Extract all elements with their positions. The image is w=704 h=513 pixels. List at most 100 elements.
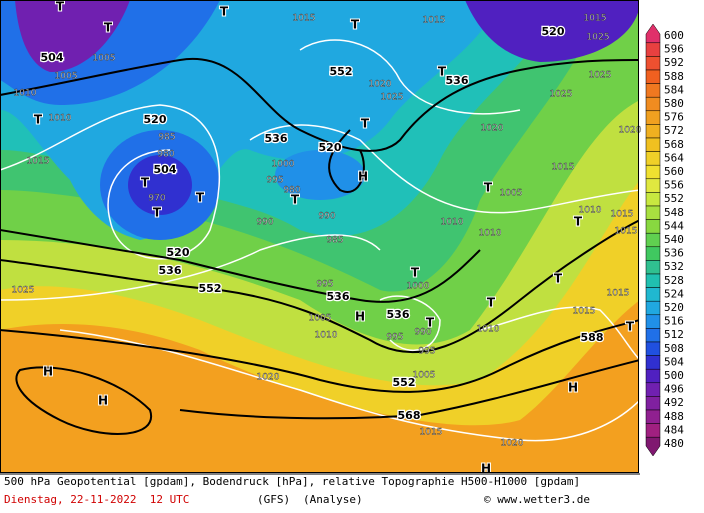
colorbar-swatch	[645, 96, 661, 112]
pressure-center: T	[56, 0, 65, 14]
colorbar-swatch	[645, 178, 661, 193]
pressure-center: T	[141, 176, 150, 190]
map: 1005 1005 1010 1010 1015 985 980 970 990 990 985 99…	[0, 0, 642, 477]
pressure-label: 1020	[257, 373, 280, 383]
colorbar-swatch	[645, 314, 661, 329]
pressure-label: 1025	[381, 93, 404, 103]
colorbar-label: 560	[664, 165, 684, 178]
pressure-center: T	[626, 320, 635, 334]
colorbar-label: 596	[664, 43, 684, 56]
pressure-center: T	[104, 21, 113, 35]
colorbar-label: 536	[664, 247, 684, 260]
pressure-label: 1005	[413, 371, 436, 381]
pressure-label: 995	[316, 280, 333, 290]
isobars	[1, 39, 638, 442]
colorbar-label: 520	[664, 301, 684, 314]
pressure-label: 980	[283, 186, 300, 196]
colorbar-label: 564	[664, 151, 684, 164]
colorbar-label: 584	[664, 83, 684, 96]
colorbar-swatch	[645, 192, 661, 207]
colorbar-label: 548	[664, 206, 684, 219]
colorbar-label: 540	[664, 233, 684, 246]
map-frame	[0, 0, 639, 473]
pressure-label: 1015	[573, 307, 596, 317]
pressure-center: T	[487, 296, 496, 310]
geopotential-label: 536	[265, 132, 288, 145]
colorbar-swatch	[645, 219, 661, 234]
pressure-label: 1005	[55, 72, 78, 82]
pressure-center: T	[554, 272, 563, 286]
colorbar-swatch	[645, 260, 661, 275]
pressure-center: T	[361, 117, 370, 131]
geopotential-label: 536	[159, 264, 182, 277]
colorbar-swatch	[645, 42, 661, 57]
pressure-center: T	[351, 18, 360, 32]
pressure-label: 990	[318, 212, 335, 222]
colorbar-swatch	[645, 273, 661, 288]
colorbar-label: 528	[664, 274, 684, 287]
pressure-label: 985	[326, 236, 343, 246]
pressure-label: 1020	[481, 124, 504, 134]
geopotential-label: 520	[144, 113, 167, 126]
pressure-center: H	[43, 365, 53, 379]
colorbar-label: 576	[664, 111, 684, 124]
field	[465, 1, 638, 62]
pressure-label: 1010	[479, 229, 502, 239]
colorbar-swatch	[645, 341, 661, 356]
colorbar-label: 516	[664, 315, 684, 328]
pressure-label: 1020	[369, 80, 392, 90]
pressure-label: 995	[418, 347, 435, 357]
colorbar-swatch	[645, 368, 661, 384]
pressure-label: 1005	[309, 314, 332, 324]
field	[128, 155, 192, 215]
pressure-label: 1005	[93, 54, 116, 64]
pressure-center: T	[34, 113, 43, 127]
colorbar-label: 600	[664, 29, 684, 42]
pressure-label: 995	[266, 176, 283, 186]
pressure-label: 1010	[579, 206, 602, 216]
pressure-label: 990	[414, 328, 431, 338]
colorbar-swatch	[645, 423, 661, 438]
colorbar-label: 484	[664, 423, 684, 436]
colorbar-swatch	[645, 382, 661, 397]
colorbar-label: 552	[664, 192, 684, 205]
pressure-center: T	[153, 206, 162, 220]
pressure-center: H	[568, 381, 578, 395]
geopotential-label: 536	[387, 308, 410, 321]
pressure-label: 1025	[589, 71, 612, 81]
footer-title: 500 hPa Geopotential [gpdam], Bodendruck…	[4, 475, 580, 488]
pressure-center: T	[438, 65, 447, 79]
colorbar-swatch	[645, 151, 661, 166]
pressure-label: 1015	[615, 227, 638, 237]
pressure-label: 1020	[501, 439, 524, 449]
pressure-label: 985	[158, 133, 175, 143]
colorbar-swatch	[645, 246, 661, 261]
pressure-center: H	[355, 310, 365, 324]
pressure-label: 1010	[49, 114, 72, 124]
geopotential-label: 588	[581, 331, 604, 344]
pressure-label: 1015	[584, 14, 607, 24]
pressure-label: 1005	[500, 189, 523, 199]
colorbar-label: 488	[664, 410, 684, 423]
colorbar-label: 580	[664, 97, 684, 110]
pressure-label: 1015	[423, 16, 446, 26]
colorbar-swatch	[645, 436, 661, 457]
geopotential-label: 568	[398, 409, 421, 422]
colorbar-swatch	[645, 300, 661, 316]
pressure-label: 1010	[441, 218, 464, 228]
pressure-center: H	[481, 462, 491, 476]
pressure-label: 1010	[14, 89, 37, 99]
geopotential-label: 552	[330, 65, 353, 78]
colorbar-swatch	[645, 355, 661, 370]
geopotential-label: 536	[327, 290, 350, 303]
colorbar-label: 508	[664, 342, 684, 355]
colorbar-swatch	[645, 124, 661, 139]
colorbar-label: 532	[664, 260, 684, 273]
pressure-label: 1025	[587, 33, 610, 43]
colorbar-swatch	[645, 69, 661, 84]
colorbar-swatch	[645, 232, 661, 248]
pressure-center: T	[484, 181, 493, 195]
pressure-label: 1010	[315, 331, 338, 341]
colorbar-label: 496	[664, 383, 684, 396]
